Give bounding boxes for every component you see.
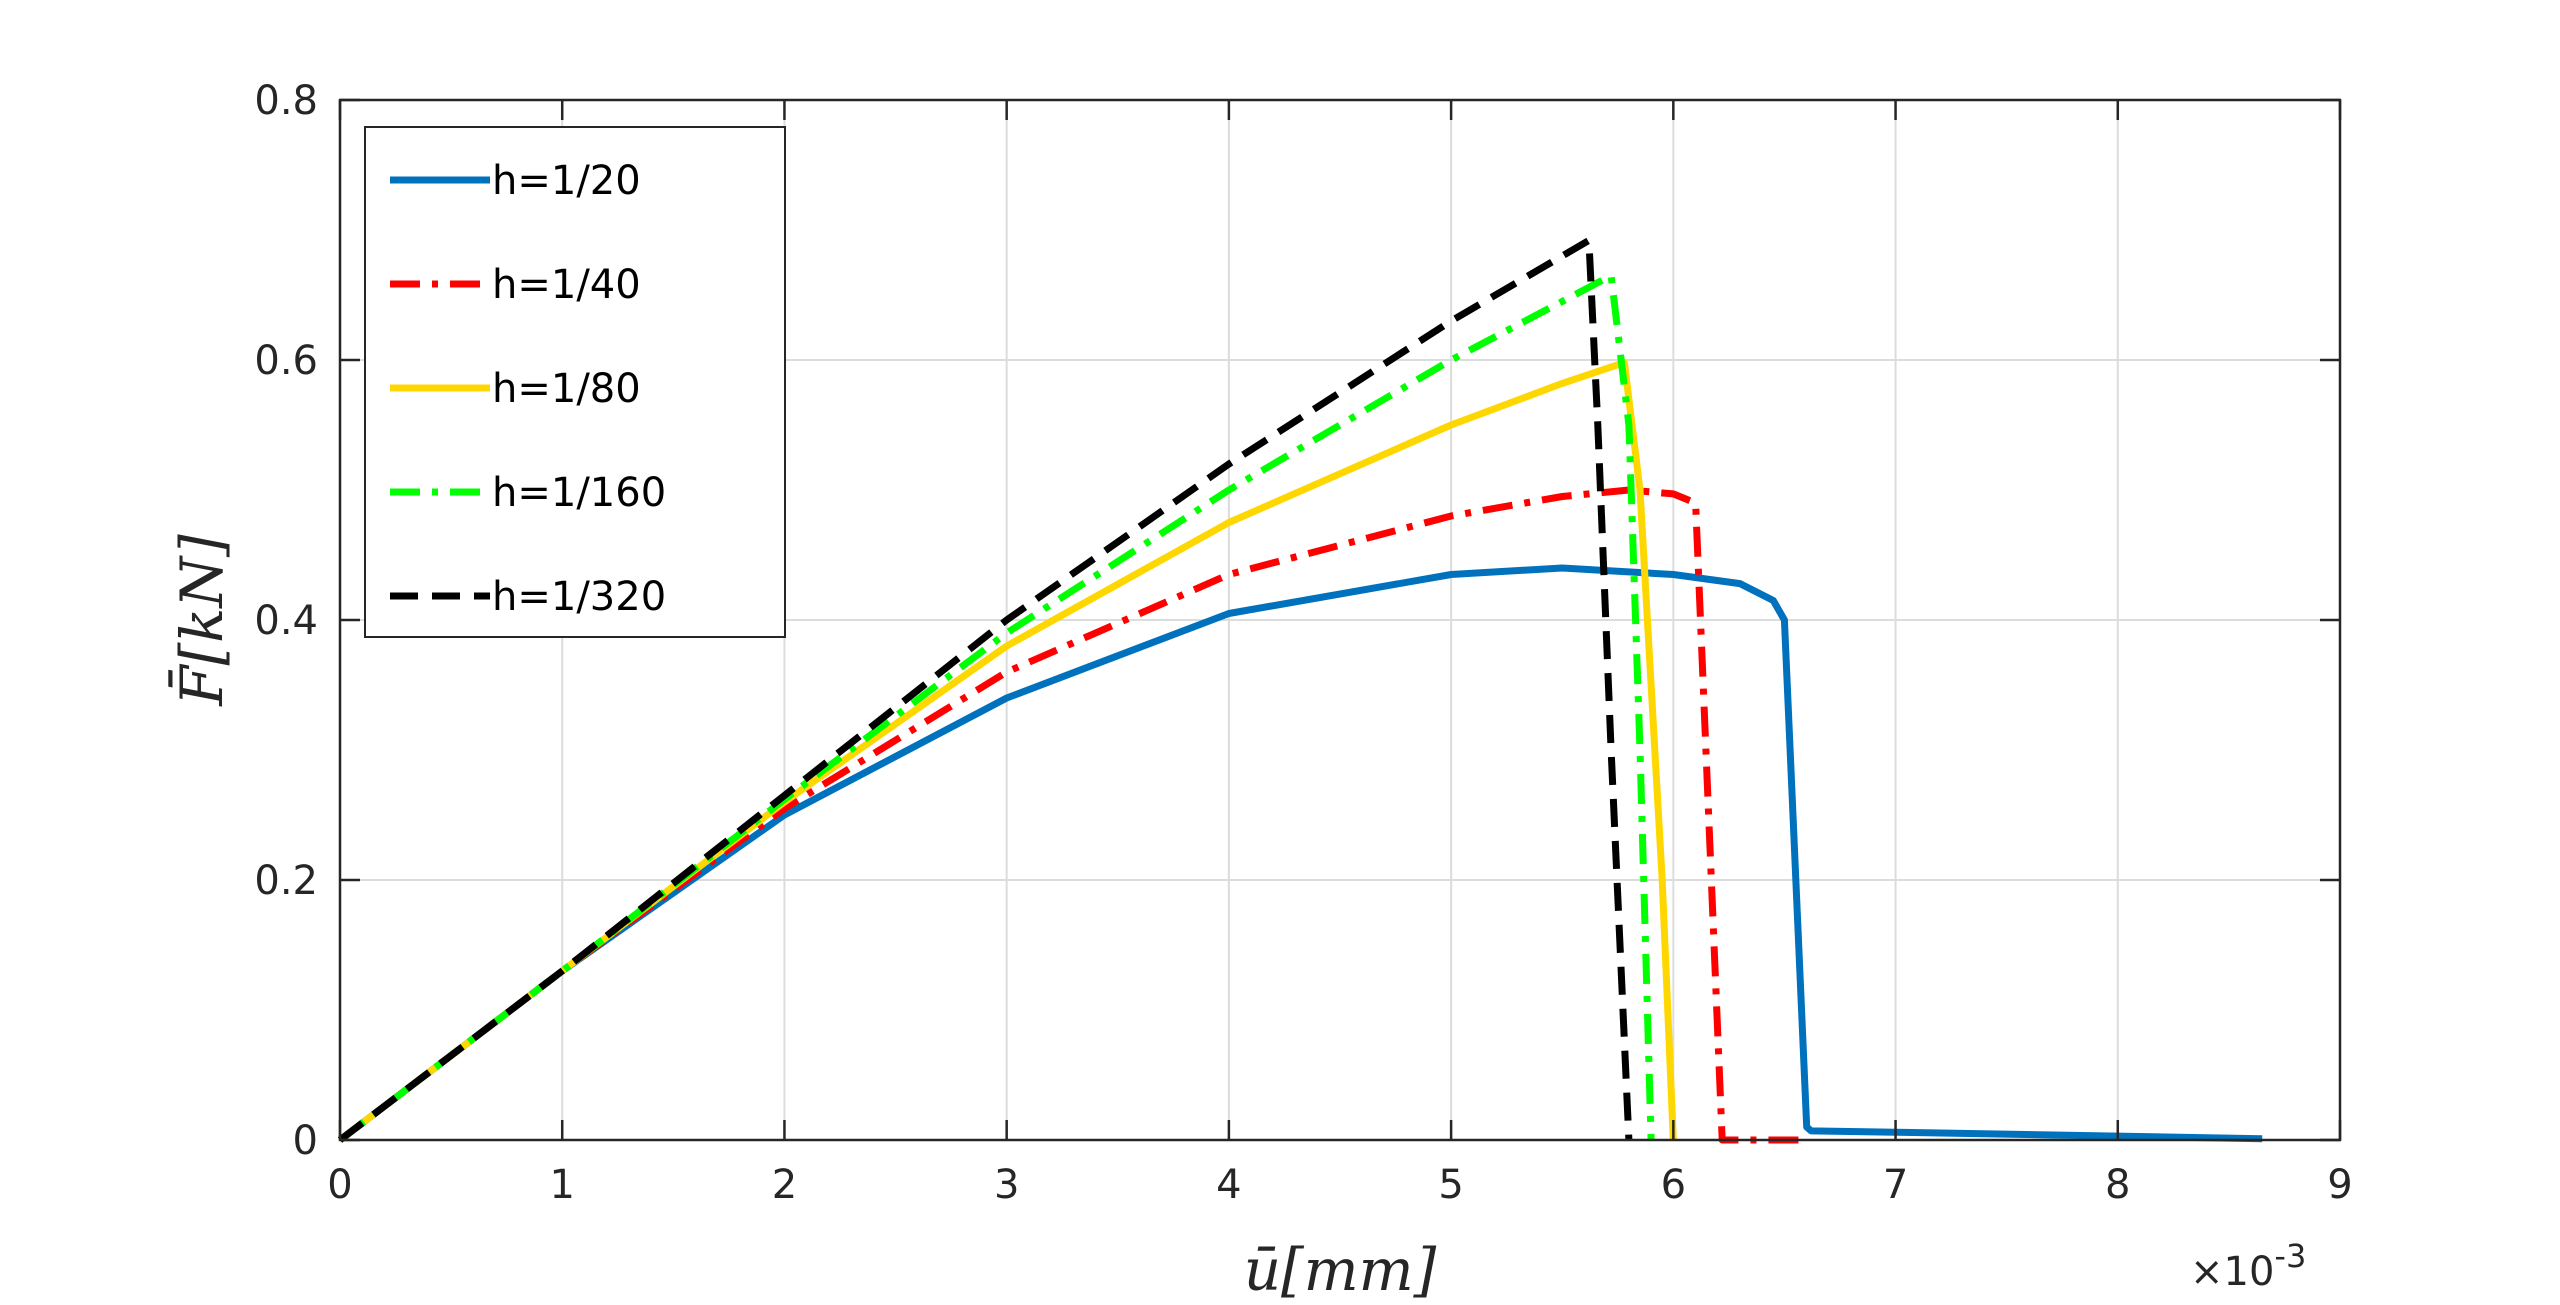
x-tick-label: 2 — [772, 1162, 797, 1208]
series-line — [337, 236, 1633, 1143]
x-exponent-base: ×10 — [2190, 1249, 2274, 1295]
x-tick-label: 6 — [1661, 1162, 1686, 1208]
x-exponent-power: -3 — [2274, 1237, 2306, 1275]
y-axis-label: F̄[kN] — [167, 534, 236, 707]
x-axis-label: ū[mm] — [1244, 1236, 1437, 1304]
y-tick-label: 0 — [293, 1118, 318, 1164]
legend-label: h=1/160 — [492, 470, 666, 516]
y-tick-labels: 0 0.2 0.4 0.6 0.8 — [254, 78, 318, 1164]
y-tick-label: 0.8 — [254, 78, 318, 124]
x-tick-label: 0 — [327, 1162, 352, 1208]
legend-label: h=1/20 — [492, 158, 641, 204]
axis-ticks — [338, 98, 2342, 1142]
x-tick-label: 5 — [1438, 1162, 1463, 1208]
x-tick-label: 7 — [1883, 1162, 1908, 1208]
x-tick-label: 9 — [2327, 1162, 2352, 1208]
legend-label: h=1/320 — [492, 574, 666, 620]
legend: h=1/20 h=1/40 h=1/80 h=1/160 h=1/320 — [364, 126, 786, 638]
legend-label: h=1/80 — [492, 366, 641, 412]
series-line — [337, 564, 2263, 1143]
x-tick-label: 3 — [994, 1162, 1019, 1208]
x-tick-label: 4 — [1216, 1162, 1241, 1208]
y-tick-label: 0.6 — [254, 338, 318, 384]
y-tick-label: 0.4 — [254, 598, 318, 644]
x-tick-labels: 0 1 2 3 4 5 6 7 8 9 — [327, 1162, 2352, 1208]
x-tick-label: 1 — [549, 1162, 574, 1208]
x-tick-label: 8 — [2105, 1162, 2130, 1208]
legend-box — [364, 126, 786, 638]
y-tick-label: 0.2 — [254, 858, 318, 904]
x-exponent-label: ×10-3 — [2190, 1237, 2306, 1295]
legend-label: h=1/40 — [492, 262, 641, 308]
